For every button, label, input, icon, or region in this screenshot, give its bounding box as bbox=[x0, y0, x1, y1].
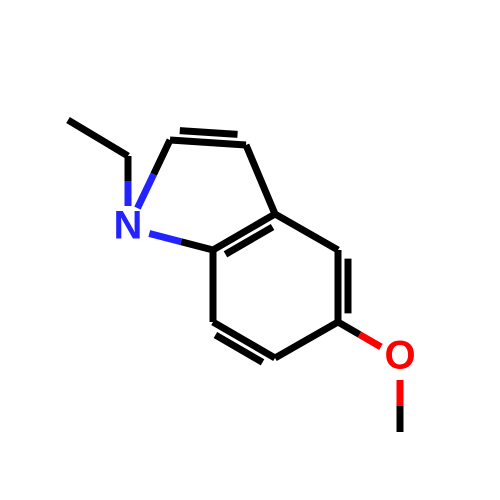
atom-n: N bbox=[114, 204, 143, 248]
bond bbox=[180, 131, 238, 135]
atom-o: O bbox=[384, 334, 415, 378]
bond bbox=[246, 145, 275, 214]
bonds-layer bbox=[68, 120, 400, 432]
bond bbox=[275, 322, 338, 358]
bond bbox=[181, 242, 213, 250]
bond bbox=[338, 322, 359, 334]
bond bbox=[68, 120, 128, 156]
bond bbox=[275, 214, 338, 250]
bond bbox=[149, 234, 181, 242]
bond bbox=[359, 334, 380, 346]
bond bbox=[154, 140, 170, 174]
molecule-diagram: NO bbox=[0, 0, 500, 500]
bond bbox=[170, 140, 246, 145]
